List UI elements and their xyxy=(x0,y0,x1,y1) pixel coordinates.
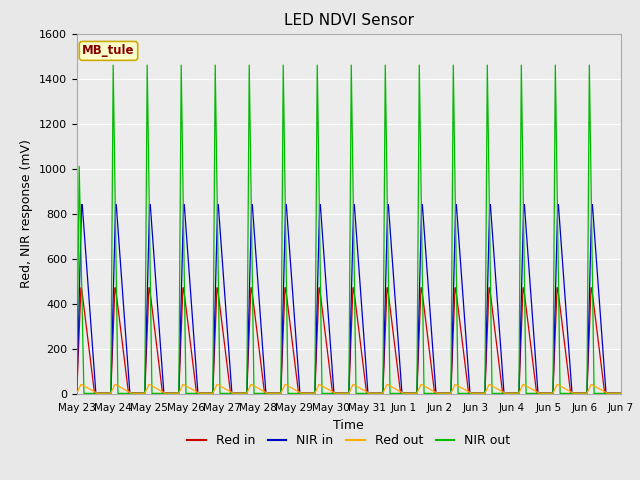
Red out xyxy=(617,390,625,396)
Red in xyxy=(77,285,84,291)
NIR in xyxy=(611,390,619,396)
Legend: Red in, NIR in, Red out, NIR out: Red in, NIR in, Red out, NIR out xyxy=(182,429,516,452)
Red out xyxy=(184,384,192,390)
Red out xyxy=(467,390,474,396)
Line: Red in: Red in xyxy=(77,288,621,393)
NIR out xyxy=(611,391,619,396)
NIR in xyxy=(77,202,85,207)
Red in xyxy=(617,390,625,396)
Y-axis label: Red, NIR response (mV): Red, NIR response (mV) xyxy=(20,139,33,288)
Red out xyxy=(73,390,81,396)
NIR out xyxy=(501,391,509,396)
Red out xyxy=(77,382,84,387)
NIR in xyxy=(501,390,509,396)
Red in xyxy=(501,390,509,396)
Red out xyxy=(501,390,509,396)
Red out xyxy=(419,382,426,388)
Line: Red out: Red out xyxy=(77,384,621,393)
Text: MB_tule: MB_tule xyxy=(82,44,135,58)
NIR in xyxy=(534,388,541,394)
NIR in xyxy=(467,390,474,396)
NIR in xyxy=(184,258,192,264)
NIR out xyxy=(617,391,625,396)
NIR out xyxy=(534,391,541,396)
Line: NIR in: NIR in xyxy=(77,204,621,393)
Line: NIR out: NIR out xyxy=(77,65,621,394)
Red out xyxy=(534,390,541,396)
NIR out xyxy=(73,391,81,396)
NIR out xyxy=(467,391,474,396)
NIR out xyxy=(419,285,426,291)
NIR out xyxy=(184,391,192,396)
Red in xyxy=(467,390,474,396)
X-axis label: Time: Time xyxy=(333,419,364,432)
NIR out xyxy=(109,62,117,68)
NIR in xyxy=(617,390,625,396)
Red in xyxy=(611,390,619,396)
NIR in xyxy=(73,390,81,396)
Title: LED NDVI Sensor: LED NDVI Sensor xyxy=(284,13,414,28)
Red out xyxy=(611,390,619,396)
NIR in xyxy=(419,204,426,210)
Red in xyxy=(534,390,541,396)
Red in xyxy=(419,292,426,298)
Red in xyxy=(73,390,81,396)
Red in xyxy=(184,324,192,330)
